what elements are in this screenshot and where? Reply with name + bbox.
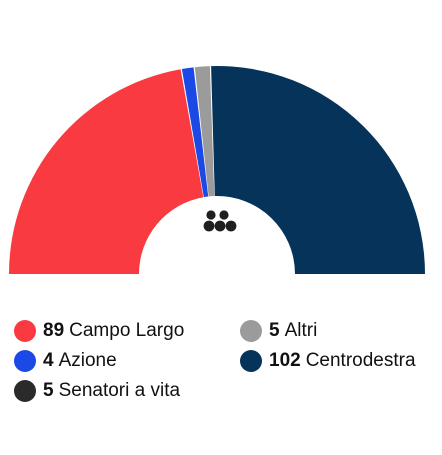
legend-label-azione: Azione <box>58 350 117 371</box>
legend-item-altri: 5 Altri <box>240 316 317 346</box>
seat-dot <box>219 210 229 220</box>
arc-campo-largo <box>9 69 204 274</box>
seat-dot <box>203 220 215 232</box>
legend-swatch-altri <box>240 320 262 342</box>
legend-count-centrodestra: 102 <box>269 350 301 371</box>
legend-label-altri: Altri <box>284 320 318 341</box>
arc-azione <box>181 67 209 198</box>
legend-swatch-azione <box>14 350 36 372</box>
legend-count-senatori-a-vita: 5 <box>43 380 54 401</box>
legend-label-centrodestra: Centrodestra <box>305 350 416 371</box>
arc-centrodestra <box>211 65 425 274</box>
legend-item-azione: 4 Azione <box>14 346 117 376</box>
legend-label-campo-largo: Campo Largo <box>69 320 185 341</box>
hemicycle-chart <box>9 65 425 274</box>
legend-item-senatori-a-vita: 5 Senatori a vita <box>14 376 180 406</box>
senate-seats-icon <box>203 210 237 232</box>
legend-label-senatori-a-vita: Senatori a vita <box>58 380 181 401</box>
legend-count-altri: 5 <box>269 320 280 341</box>
seat-dot <box>206 210 216 220</box>
legend-swatch-centrodestra <box>240 350 262 372</box>
seat-dot <box>225 220 237 232</box>
legend-count-campo-largo: 89 <box>43 320 65 341</box>
legend-swatch-campo-largo <box>14 320 36 342</box>
legend-swatch-senatori-a-vita <box>14 380 36 402</box>
legend-item-campo-largo: 89 Campo Largo <box>14 316 184 346</box>
legend-count-azione: 4 <box>43 350 54 371</box>
chart-legend: 89 Campo Largo 5 Altri 4 Azione 102 Centrode… <box>14 316 434 416</box>
legend-item-centrodestra: 102 Centrodestra <box>240 346 416 376</box>
hemicycle-arcs <box>9 65 425 274</box>
seat-dot <box>214 220 226 232</box>
arc-altri <box>194 66 215 197</box>
